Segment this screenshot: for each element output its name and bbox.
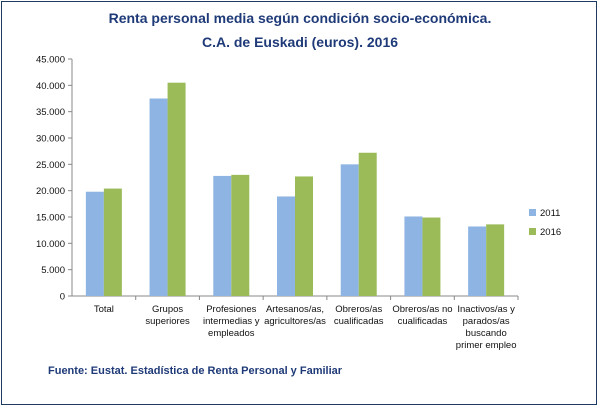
y-tick-label: 35.000	[36, 107, 65, 118]
bar-2011	[149, 98, 168, 296]
bar-2011	[85, 191, 104, 296]
x-tick-label-line: Artesanos/as,	[266, 304, 324, 315]
x-tick-label-line: primer empleo	[456, 340, 517, 351]
x-tick-label: Inactivos/as y parados/as buscando primer e…	[456, 304, 517, 351]
legend-swatch-2011	[529, 209, 536, 216]
x-tick-label-line: intermedias y	[203, 316, 260, 327]
y-tick-label: 15.000	[36, 213, 65, 224]
chart-subtitle: C.A. de Euskadi (euros). 2016	[201, 34, 399, 50]
x-tick-label: Grupos superiores	[145, 304, 190, 327]
x-tick-label-line: Obreros/as	[335, 304, 382, 315]
bar-2011	[213, 175, 232, 296]
x-tick-label-line: Profesiones	[206, 304, 256, 315]
y-tick-label: 20.000	[36, 186, 65, 197]
x-tick-label-line: buscando	[466, 328, 507, 339]
bar-2016	[295, 176, 313, 296]
x-tick-label-line: superiores	[145, 316, 190, 327]
bar-2016	[358, 152, 377, 296]
x-tick-label: Obreros/as no cualificadas	[392, 304, 452, 327]
bar-2011	[340, 164, 359, 296]
bar-2011	[404, 216, 423, 296]
bar-2016	[486, 224, 505, 296]
x-tick-label-line: cualificadas	[398, 316, 448, 327]
y-tick-label: 30.000	[36, 134, 65, 145]
y-tick-label: 25.000	[36, 160, 65, 171]
y-tick-label: 0	[60, 292, 65, 303]
y-tick-label: 40.000	[36, 81, 65, 92]
x-tick-label-line: cualificadas	[334, 316, 384, 327]
x-tick-label: Total	[94, 304, 114, 315]
x-tick-label-line: Grupos	[152, 304, 183, 315]
x-tick-label-line: Total	[94, 304, 114, 315]
x-tick-label-line: Inactivos/as y	[457, 304, 515, 315]
y-tick-label: 10.000	[36, 239, 65, 250]
x-tick-label: Profesiones intermedias y empleados	[203, 304, 260, 339]
x-tick-label: Obreros/as cualificadas	[334, 304, 384, 327]
x-tick-label-line: Obreros/as no	[392, 304, 452, 315]
x-tick-label-line: agricultores/as	[264, 316, 326, 327]
x-tick-label-line: empleados	[208, 328, 255, 339]
y-tick-label: 45.000	[36, 55, 65, 66]
y-tick-label: 5.000	[41, 265, 65, 276]
bar-2016	[231, 174, 250, 296]
bar-2016	[422, 217, 441, 296]
bar-2016	[103, 188, 122, 296]
chart-title: Renta personal media según condición soc…	[108, 10, 492, 26]
source-note: Fuente: Eustat. Estadística de Renta Per…	[48, 365, 343, 377]
bar-2011	[468, 226, 487, 296]
bar-2011	[277, 196, 295, 296]
bar-2016	[167, 82, 186, 296]
legend-label-2016: 2016	[540, 227, 561, 238]
x-tick-label: Artesanos/as, agricultores/as	[264, 304, 326, 327]
legend-swatch-2016	[529, 228, 536, 235]
legend-label-2011: 2011	[540, 208, 560, 219]
x-tick-label-line: parados/as	[463, 316, 510, 327]
